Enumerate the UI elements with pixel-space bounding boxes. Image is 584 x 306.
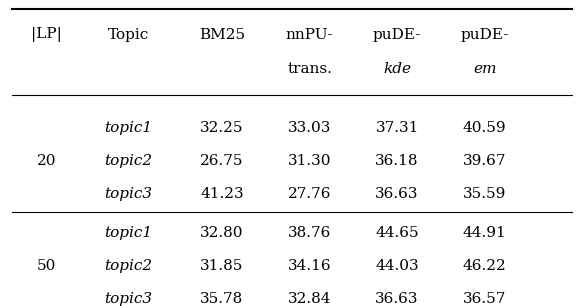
Text: 33.03: 33.03	[288, 121, 331, 135]
Text: |LP|: |LP|	[32, 27, 62, 42]
Text: topic1: topic1	[105, 121, 152, 135]
Text: nnPU-: nnPU-	[286, 28, 333, 42]
Text: topic3: topic3	[105, 292, 152, 306]
Text: 39.67: 39.67	[463, 154, 506, 168]
Text: puDE-: puDE-	[461, 28, 509, 42]
Text: em: em	[473, 62, 496, 76]
Text: 46.22: 46.22	[463, 259, 506, 273]
Text: 40.59: 40.59	[463, 121, 506, 135]
Text: 32.80: 32.80	[200, 226, 244, 240]
Text: topic1: topic1	[105, 226, 152, 240]
Text: 36.63: 36.63	[376, 292, 419, 306]
Text: 20: 20	[37, 154, 57, 168]
Text: topic3: topic3	[105, 187, 152, 201]
Text: 41.23: 41.23	[200, 187, 244, 201]
Text: 44.65: 44.65	[376, 226, 419, 240]
Text: 50: 50	[37, 259, 57, 273]
Text: 26.75: 26.75	[200, 154, 244, 168]
Text: 34.16: 34.16	[288, 259, 331, 273]
Text: 36.18: 36.18	[376, 154, 419, 168]
Text: 36.57: 36.57	[463, 292, 506, 306]
Text: puDE-: puDE-	[373, 28, 421, 42]
Text: 44.91: 44.91	[463, 226, 506, 240]
Text: 38.76: 38.76	[288, 226, 331, 240]
Text: 35.59: 35.59	[463, 187, 506, 201]
Text: topic2: topic2	[105, 259, 152, 273]
Text: trans.: trans.	[287, 62, 332, 76]
Text: 27.76: 27.76	[288, 187, 331, 201]
Text: 32.25: 32.25	[200, 121, 244, 135]
Text: 44.03: 44.03	[376, 259, 419, 273]
Text: 35.78: 35.78	[200, 292, 244, 306]
Text: topic2: topic2	[105, 154, 152, 168]
Text: 31.85: 31.85	[200, 259, 244, 273]
Text: 31.30: 31.30	[288, 154, 331, 168]
Text: 37.31: 37.31	[376, 121, 419, 135]
Text: BM25: BM25	[199, 28, 245, 42]
Text: kde: kde	[383, 62, 411, 76]
Text: Topic: Topic	[108, 28, 149, 42]
Text: 36.63: 36.63	[376, 187, 419, 201]
Text: 32.84: 32.84	[288, 292, 331, 306]
